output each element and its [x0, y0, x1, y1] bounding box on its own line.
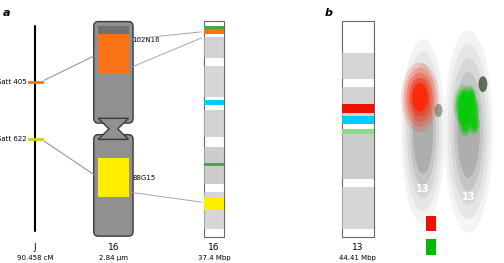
Ellipse shape	[468, 113, 480, 135]
Text: b: b	[325, 8, 333, 18]
Ellipse shape	[448, 44, 489, 219]
Bar	[204, 197, 224, 210]
Ellipse shape	[458, 93, 469, 117]
Ellipse shape	[464, 95, 479, 126]
Bar	[204, 100, 224, 105]
FancyBboxPatch shape	[94, 135, 133, 236]
Bar	[342, 21, 373, 237]
Ellipse shape	[454, 85, 472, 125]
Bar	[426, 239, 436, 255]
Ellipse shape	[404, 52, 442, 211]
Bar	[342, 129, 373, 134]
Bar	[204, 26, 224, 29]
Ellipse shape	[470, 115, 479, 133]
Ellipse shape	[458, 85, 480, 178]
Ellipse shape	[401, 63, 438, 132]
Ellipse shape	[460, 113, 470, 134]
Ellipse shape	[458, 85, 480, 178]
Ellipse shape	[460, 90, 468, 104]
Text: 90.458 cM: 90.458 cM	[17, 255, 53, 261]
Ellipse shape	[434, 104, 443, 117]
Text: 102N16: 102N16	[132, 37, 160, 43]
Text: 16: 16	[108, 243, 119, 252]
Ellipse shape	[461, 116, 469, 132]
Bar	[342, 132, 373, 179]
Bar	[204, 66, 224, 97]
Ellipse shape	[410, 77, 436, 186]
Bar	[204, 192, 224, 229]
Ellipse shape	[413, 89, 433, 174]
Text: Satt 405: Satt 405	[0, 79, 27, 84]
Text: a: a	[3, 8, 10, 18]
Ellipse shape	[456, 89, 470, 121]
Ellipse shape	[459, 88, 469, 106]
Ellipse shape	[412, 83, 427, 112]
Bar	[98, 26, 129, 34]
Ellipse shape	[407, 64, 439, 199]
Ellipse shape	[471, 117, 477, 130]
FancyBboxPatch shape	[94, 22, 133, 123]
Bar	[204, 29, 224, 34]
Ellipse shape	[404, 68, 435, 127]
Text: 13: 13	[416, 184, 430, 194]
Ellipse shape	[459, 110, 465, 121]
Bar	[342, 187, 373, 229]
Text: Satt 622: Satt 622	[0, 136, 27, 142]
Ellipse shape	[454, 72, 483, 191]
Bar	[342, 87, 373, 124]
Bar	[204, 163, 224, 166]
Text: 45S rDNA: 45S rDNA	[438, 219, 476, 228]
Bar	[204, 147, 224, 184]
Bar	[98, 158, 129, 197]
Bar	[204, 21, 224, 237]
Ellipse shape	[466, 88, 475, 106]
Ellipse shape	[409, 78, 430, 117]
Ellipse shape	[451, 58, 486, 205]
Ellipse shape	[467, 91, 474, 104]
Ellipse shape	[413, 89, 433, 174]
Bar	[342, 53, 373, 79]
Ellipse shape	[457, 107, 467, 125]
Bar	[342, 116, 373, 124]
Ellipse shape	[458, 109, 466, 123]
Text: 16: 16	[209, 243, 220, 252]
Bar	[98, 34, 129, 74]
Text: 13: 13	[462, 192, 475, 202]
Text: 37.4 Mbp: 37.4 Mbp	[198, 255, 230, 261]
Text: J: J	[34, 243, 37, 252]
Ellipse shape	[461, 92, 467, 103]
Ellipse shape	[401, 39, 445, 224]
Text: 88G15: 88G15	[132, 175, 156, 180]
Ellipse shape	[467, 101, 476, 120]
Bar	[342, 104, 373, 113]
Ellipse shape	[478, 76, 487, 92]
Bar	[204, 37, 224, 58]
Polygon shape	[98, 118, 129, 139]
Text: (AAC)₅: (AAC)₅	[438, 243, 464, 252]
Ellipse shape	[444, 30, 493, 233]
Text: 2.84 μm: 2.84 μm	[99, 255, 128, 261]
Text: 44.41 Mbp: 44.41 Mbp	[339, 255, 376, 261]
Ellipse shape	[466, 98, 478, 123]
Text: 13: 13	[352, 243, 363, 252]
Bar	[204, 110, 224, 137]
Bar	[426, 216, 436, 231]
Ellipse shape	[459, 110, 472, 137]
Ellipse shape	[465, 86, 476, 109]
Ellipse shape	[407, 73, 433, 122]
